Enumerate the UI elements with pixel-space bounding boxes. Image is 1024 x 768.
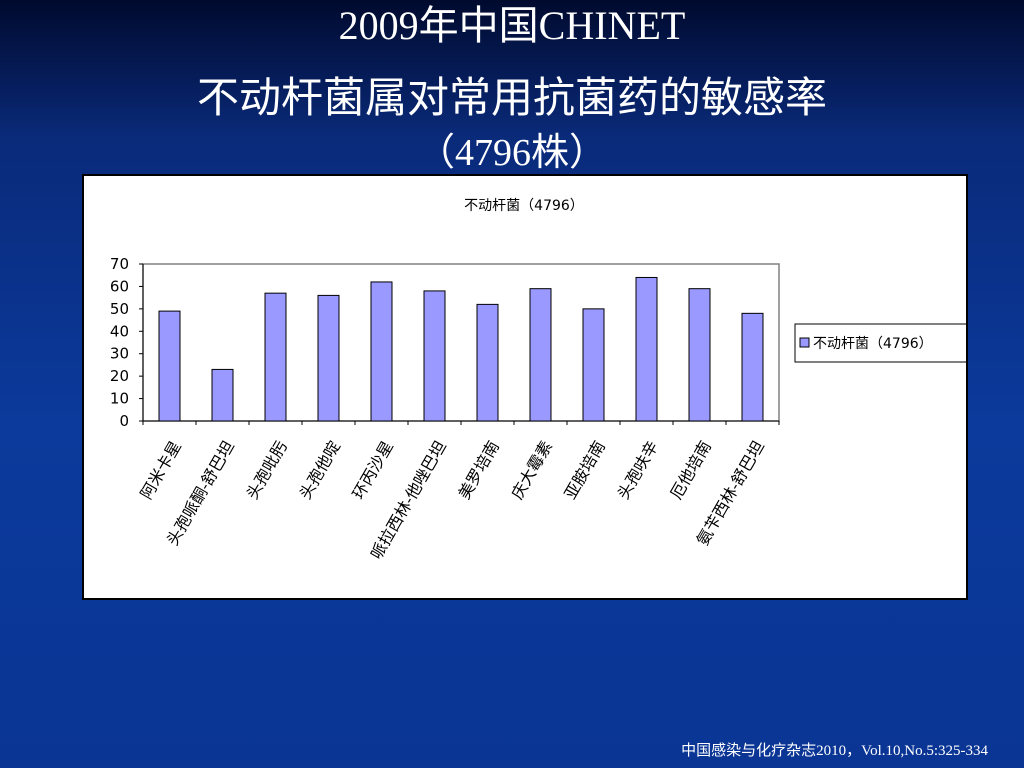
bar-chart: 不动杆菌（4796） 010203040506070 阿米卡星头孢哌酮-舒巴坦头…: [110, 198, 966, 563]
x-tick-label: 亚胺培南: [561, 438, 609, 503]
x-tick-label: 庆大霉素: [508, 438, 556, 503]
slide-title-line3: （4796株）: [416, 132, 607, 174]
bar-6: [423, 290, 446, 422]
bar-11: [688, 288, 711, 422]
x-tick-label: 环丙沙星: [349, 438, 397, 503]
plot-area: [142, 263, 780, 422]
legend-box: [794, 323, 966, 363]
legend-label: 不动杆菌（4796）: [813, 336, 933, 352]
y-tick-label: 0: [119, 412, 129, 430]
slide-title-line1: 2009年中国CHINET: [338, 3, 686, 48]
x-tick-label: 美罗培南: [455, 438, 503, 503]
citation-footer: 中国感染与化疗杂志2010，Vol.10,No.5:325-334: [681, 743, 988, 759]
y-tick-label: 60: [110, 277, 129, 295]
y-tick-label: 30: [110, 345, 129, 363]
bar-2: [211, 368, 234, 422]
y-tick-label: 70: [110, 255, 129, 273]
y-tick-label: 10: [110, 390, 129, 408]
x-tick-label: 头孢吡肟: [243, 438, 291, 503]
bar-8: [529, 288, 552, 422]
legend-swatch: [799, 337, 810, 348]
bar-12: [741, 312, 764, 422]
chart-title: 不动杆菌（4796）: [464, 198, 584, 214]
x-tick-label: 阿米卡星: [137, 438, 185, 503]
bar-3: [264, 292, 287, 422]
legend: 不动杆菌（4796）: [794, 323, 966, 363]
y-tick-label: 40: [110, 322, 129, 340]
chart-panel: 不动杆菌（4796） 0 10 20 30 40 50 60 70 阿米卡星 头孢哌酮-舒巴坦头…: [82, 174, 968, 600]
bar-5: [370, 281, 393, 422]
bar-4: [317, 294, 340, 422]
y-tick-label: 50: [110, 300, 129, 318]
y-tick-label: 20: [110, 367, 129, 385]
slide-title-line2: 不动杆菌属对常用抗菌药的敏感率: [196, 76, 827, 122]
bar-7: [476, 303, 499, 422]
x-tick-label: 头孢他啶: [296, 438, 344, 503]
x-tick-label: 头孢呋辛: [614, 438, 662, 503]
x-tick-label: 厄他培南: [667, 438, 715, 503]
bar-1: [158, 310, 181, 422]
bar-9: [582, 308, 605, 422]
bar-10: [635, 276, 658, 422]
